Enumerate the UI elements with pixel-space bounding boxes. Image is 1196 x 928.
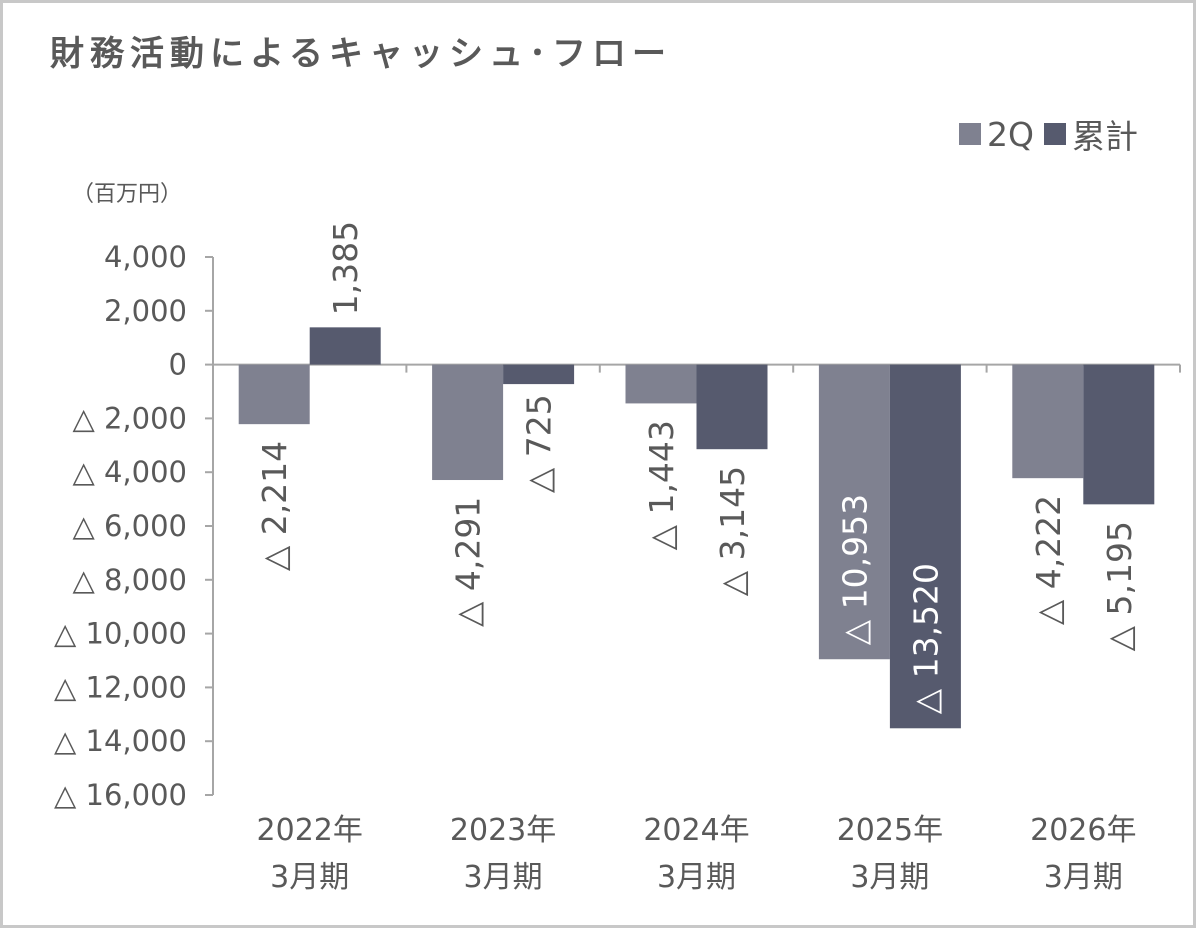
bar-cumulative <box>889 364 961 729</box>
y-tick-label: △ 4,000 <box>72 455 187 489</box>
x-category-label: 2022年 <box>257 813 363 848</box>
y-tick-label: △ 14,000 <box>54 724 187 758</box>
data-label-2q: △ 2,214 <box>255 441 294 571</box>
x-category-label: 2026年 <box>1030 813 1136 848</box>
data-label-2q: △ 1,443 <box>642 420 681 550</box>
y-tick-label: 2,000 <box>104 294 187 328</box>
x-category-label: 3月期 <box>464 860 543 895</box>
legend-label-2q: 2Q <box>987 114 1034 154</box>
y-tick-label: △ 2,000 <box>72 401 187 435</box>
legend-swatch-cumulative <box>1044 123 1066 145</box>
x-category-label: 3月期 <box>270 860 349 895</box>
chart-title: 財務活動によるキャッシュ･フロー <box>50 34 672 74</box>
x-category-label: 2025年 <box>837 813 943 848</box>
x-category-label: 2024年 <box>643 813 749 848</box>
data-label-2q: △ 10,953 <box>835 494 874 645</box>
y-tick-label: △ 10,000 <box>54 617 187 651</box>
unit-label: （百万円） <box>72 182 183 207</box>
bar-cumulative <box>503 364 575 385</box>
bar-cumulative <box>696 364 768 450</box>
data-label-2q: △ 4,291 <box>449 497 488 627</box>
bar-cumulative <box>309 327 381 365</box>
data-label-cumulative: △ 725 <box>520 394 559 493</box>
x-category-label: 3月期 <box>657 860 736 895</box>
y-tick-label: 4,000 <box>104 240 187 274</box>
legend-label-cumulative: 累計 <box>1072 117 1138 156</box>
y-tick-label: △ 16,000 <box>54 778 187 812</box>
y-tick-label: △ 6,000 <box>72 509 187 543</box>
x-category-label: 3月期 <box>1044 860 1123 895</box>
y-tick-label: 0 <box>169 348 187 382</box>
legend-item-cumulative: 累計 <box>1044 110 1138 158</box>
legend-item-2q: 2Q <box>959 115 1034 154</box>
bar-2q <box>818 364 890 660</box>
legend: 2Q 累計 <box>959 110 1138 158</box>
bar-cumulative <box>1083 364 1155 505</box>
x-category-label: 2023年 <box>450 813 556 848</box>
bar-2q <box>238 364 310 425</box>
data-label-cumulative: △ 5,195 <box>1100 521 1139 651</box>
bar-2q <box>1012 364 1084 479</box>
y-tick-label: △ 12,000 <box>54 670 187 704</box>
data-label-cumulative: △ 13,520 <box>906 563 945 714</box>
bar-2q <box>432 364 504 481</box>
data-label-cumulative: △ 3,145 <box>713 466 752 596</box>
y-tick-label: △ 8,000 <box>72 563 187 597</box>
bar-2q <box>625 364 697 404</box>
data-label-cumulative: 1,385 <box>326 221 365 315</box>
x-category-label: 3月期 <box>850 860 929 895</box>
legend-swatch-2q <box>959 123 982 145</box>
data-label-2q: △ 4,222 <box>1029 495 1068 625</box>
